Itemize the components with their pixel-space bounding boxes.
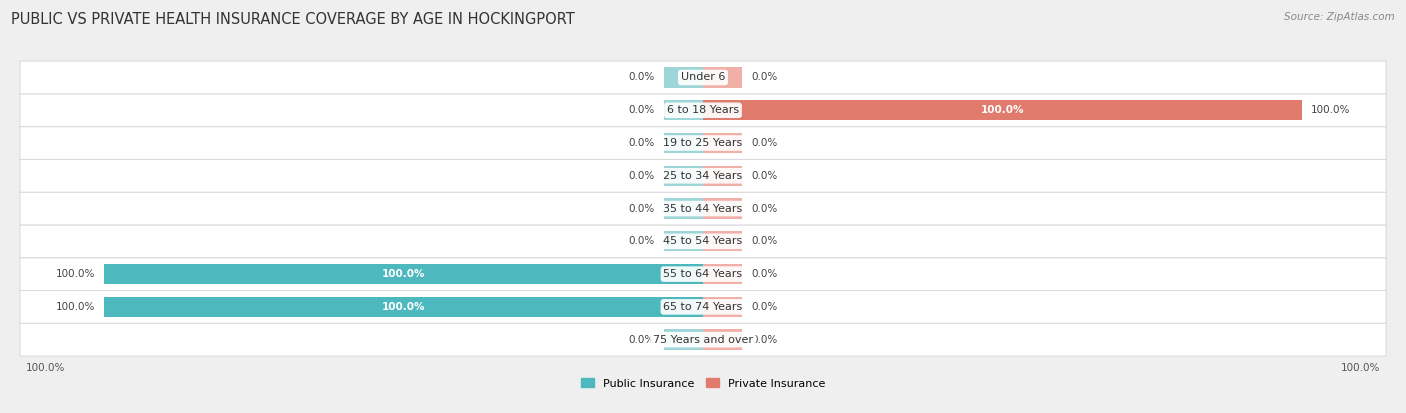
FancyBboxPatch shape [20, 290, 1386, 323]
Bar [104, 264, 703, 284]
Text: 100.0%: 100.0% [981, 105, 1025, 115]
Bar [703, 166, 742, 186]
Text: 0.0%: 0.0% [751, 302, 778, 312]
Text: 100.0%: 100.0% [1340, 363, 1379, 373]
Bar [703, 100, 1302, 121]
FancyBboxPatch shape [20, 192, 1386, 225]
Text: 0.0%: 0.0% [751, 236, 778, 246]
Text: 19 to 25 Years: 19 to 25 Years [664, 138, 742, 148]
Text: 0.0%: 0.0% [751, 73, 778, 83]
FancyBboxPatch shape [20, 159, 1386, 192]
Bar [703, 297, 742, 317]
FancyBboxPatch shape [20, 127, 1386, 159]
Text: Source: ZipAtlas.com: Source: ZipAtlas.com [1284, 12, 1395, 22]
Text: PUBLIC VS PRIVATE HEALTH INSURANCE COVERAGE BY AGE IN HOCKINGPORT: PUBLIC VS PRIVATE HEALTH INSURANCE COVER… [11, 12, 575, 27]
Text: 0.0%: 0.0% [751, 269, 778, 279]
Text: 0.0%: 0.0% [628, 236, 655, 246]
Text: 35 to 44 Years: 35 to 44 Years [664, 204, 742, 214]
Text: 0.0%: 0.0% [628, 171, 655, 181]
Text: 100.0%: 100.0% [27, 363, 66, 373]
FancyBboxPatch shape [20, 61, 1386, 94]
Text: 100.0%: 100.0% [1310, 105, 1350, 115]
Text: 25 to 34 Years: 25 to 34 Years [664, 171, 742, 181]
Text: 100.0%: 100.0% [381, 269, 425, 279]
Text: 100.0%: 100.0% [381, 302, 425, 312]
Text: 100.0%: 100.0% [56, 302, 96, 312]
Bar [664, 330, 703, 350]
Bar [703, 330, 742, 350]
Bar [703, 133, 742, 153]
Text: Under 6: Under 6 [681, 73, 725, 83]
Text: 0.0%: 0.0% [751, 171, 778, 181]
Text: 75 Years and over: 75 Years and over [652, 335, 754, 344]
FancyBboxPatch shape [20, 94, 1386, 127]
Text: 0.0%: 0.0% [628, 335, 655, 344]
Bar [664, 166, 703, 186]
Text: 0.0%: 0.0% [751, 138, 778, 148]
FancyBboxPatch shape [20, 258, 1386, 290]
Bar [703, 231, 742, 252]
Bar [664, 133, 703, 153]
Text: 55 to 64 Years: 55 to 64 Years [664, 269, 742, 279]
Text: 0.0%: 0.0% [751, 335, 778, 344]
Bar [703, 264, 742, 284]
Bar [664, 67, 703, 88]
Bar [703, 67, 742, 88]
Text: 6 to 18 Years: 6 to 18 Years [666, 105, 740, 115]
Bar [664, 231, 703, 252]
Bar [664, 198, 703, 219]
Text: 0.0%: 0.0% [628, 204, 655, 214]
Bar [703, 198, 742, 219]
Bar [664, 100, 703, 121]
Text: 0.0%: 0.0% [628, 73, 655, 83]
Text: 45 to 54 Years: 45 to 54 Years [664, 236, 742, 246]
Text: 0.0%: 0.0% [751, 204, 778, 214]
FancyBboxPatch shape [20, 225, 1386, 258]
Text: 65 to 74 Years: 65 to 74 Years [664, 302, 742, 312]
Text: 100.0%: 100.0% [56, 269, 96, 279]
Legend: Public Insurance, Private Insurance: Public Insurance, Private Insurance [576, 374, 830, 393]
Text: 0.0%: 0.0% [628, 105, 655, 115]
FancyBboxPatch shape [20, 323, 1386, 356]
Bar [104, 297, 703, 317]
Text: 0.0%: 0.0% [628, 138, 655, 148]
